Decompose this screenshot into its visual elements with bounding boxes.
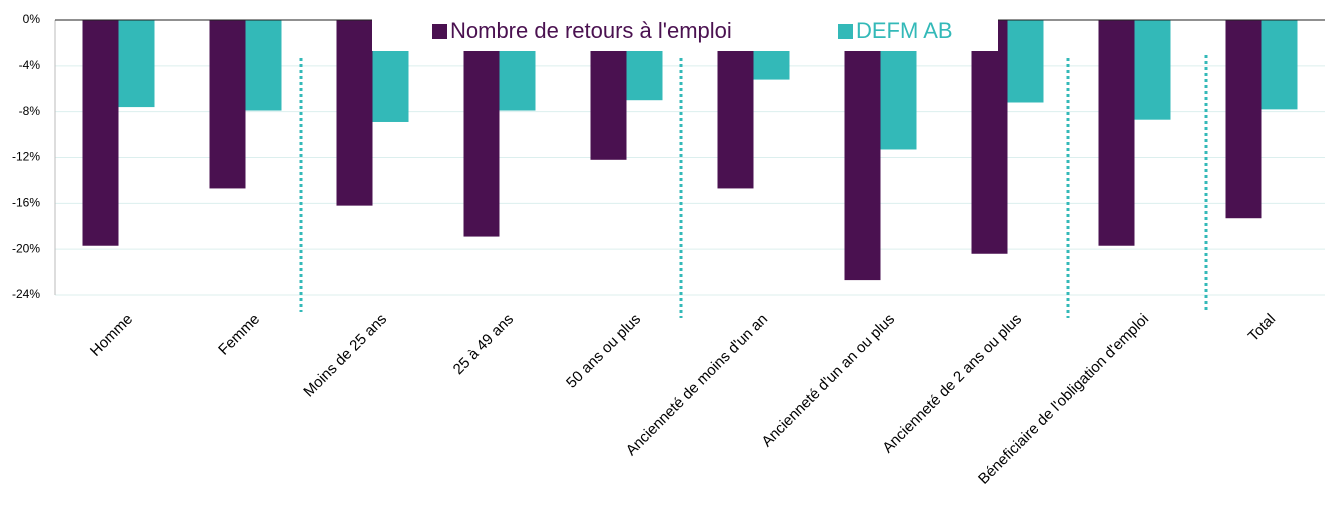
- bar: [463, 20, 500, 237]
- bar: [209, 20, 246, 189]
- bar: [1098, 20, 1135, 246]
- bar: [1007, 20, 1044, 103]
- legend-label: Nombre de retours à l'emploi: [450, 18, 732, 43]
- x-tick-label: Ancienneté de 2 ans ou plus: [879, 311, 1025, 457]
- y-tick-label: 0%: [23, 12, 41, 26]
- x-tick-label: 25 à 49 ans: [450, 311, 517, 378]
- y-tick-label: -12%: [12, 150, 40, 164]
- bar: [1225, 20, 1262, 219]
- bar: [1134, 20, 1171, 120]
- x-tick-label: 50 ans ou plus: [563, 311, 644, 392]
- bar: [1261, 20, 1298, 110]
- legend-swatch: [432, 24, 447, 39]
- bar: [118, 20, 155, 108]
- bar: [971, 20, 1008, 254]
- legend-label: DEFM AB: [856, 18, 953, 43]
- separators: [299, 55, 1208, 318]
- x-tick-label: Femme: [215, 311, 263, 359]
- bar: [245, 20, 282, 111]
- x-tick-label: Ancienneté de moins d'un an: [623, 311, 772, 460]
- y-tick-label: -4%: [19, 58, 41, 72]
- x-tick-label: Ancienneté d'un an ou plus: [758, 311, 898, 451]
- legend-background: [372, 19, 998, 51]
- y-tick-label: -16%: [12, 196, 40, 210]
- bar: [82, 20, 119, 246]
- legend-swatch: [838, 24, 853, 39]
- x-tick-label: Homme: [87, 311, 136, 360]
- y-tick-label: -8%: [19, 104, 41, 118]
- y-tick-label: -20%: [12, 241, 40, 255]
- x-tick-label: Total: [1245, 311, 1279, 345]
- y-tick-label: -24%: [12, 287, 40, 301]
- bar: [336, 20, 373, 206]
- bar: [844, 20, 881, 281]
- x-tick-label: Moins de 25 ans: [300, 311, 390, 401]
